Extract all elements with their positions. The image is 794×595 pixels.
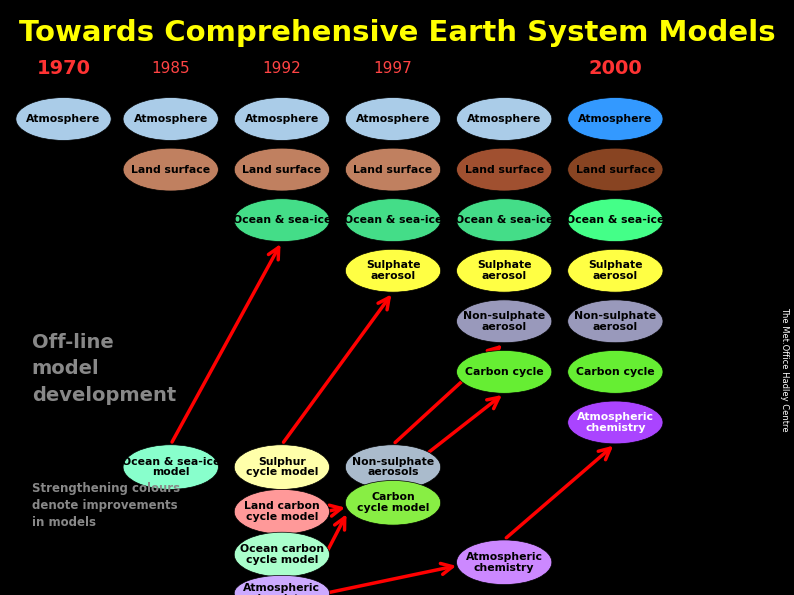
Ellipse shape — [345, 199, 441, 242]
Ellipse shape — [568, 199, 663, 242]
Text: Atmosphere: Atmosphere — [245, 114, 319, 124]
Text: Atmosphere: Atmosphere — [133, 114, 208, 124]
Text: Ocean & sea-ice: Ocean & sea-ice — [455, 215, 553, 225]
Ellipse shape — [568, 401, 663, 444]
Text: Land carbon
cycle model: Land carbon cycle model — [244, 502, 320, 522]
Ellipse shape — [234, 489, 330, 534]
Text: Non-sulphate
aerosol: Non-sulphate aerosol — [574, 311, 657, 331]
Text: Sulphate
aerosol: Sulphate aerosol — [588, 261, 642, 281]
Ellipse shape — [345, 148, 441, 191]
Ellipse shape — [234, 575, 330, 595]
Ellipse shape — [457, 199, 552, 242]
Ellipse shape — [457, 249, 552, 292]
Text: Carbon
cycle model: Carbon cycle model — [357, 493, 430, 513]
Text: Land surface: Land surface — [353, 165, 433, 174]
Text: Non-sulphate
aerosol: Non-sulphate aerosol — [463, 311, 545, 331]
Ellipse shape — [457, 300, 552, 343]
Text: Land surface: Land surface — [242, 165, 322, 174]
Ellipse shape — [457, 540, 552, 584]
Text: Land surface: Land surface — [464, 165, 544, 174]
Ellipse shape — [123, 98, 218, 140]
Text: Atmospheric
chemistry: Atmospheric chemistry — [466, 552, 542, 572]
Text: Atmosphere: Atmosphere — [356, 114, 430, 124]
Text: Ocean & sea-ice: Ocean & sea-ice — [344, 215, 442, 225]
Ellipse shape — [234, 199, 330, 242]
Text: Towards Comprehensive Earth System Models: Towards Comprehensive Earth System Model… — [19, 18, 775, 47]
Text: Atmosphere: Atmosphere — [467, 114, 542, 124]
Text: Land surface: Land surface — [131, 165, 210, 174]
Text: Ocean & sea-ice
model: Ocean & sea-ice model — [121, 457, 220, 477]
Ellipse shape — [123, 148, 218, 191]
Ellipse shape — [568, 249, 663, 292]
Text: Sulphate
aerosol: Sulphate aerosol — [366, 261, 420, 281]
Text: Ocean carbon
cycle model: Ocean carbon cycle model — [240, 544, 324, 565]
Ellipse shape — [568, 300, 663, 343]
Text: Carbon cycle: Carbon cycle — [576, 367, 655, 377]
Ellipse shape — [345, 481, 441, 525]
Ellipse shape — [345, 444, 441, 489]
Text: 1985: 1985 — [152, 61, 190, 76]
Ellipse shape — [568, 350, 663, 393]
Text: 1970: 1970 — [37, 59, 91, 78]
Ellipse shape — [457, 350, 552, 393]
Text: 1997: 1997 — [374, 61, 412, 76]
Text: Atmospheric
chemistry: Atmospheric chemistry — [244, 583, 320, 595]
Ellipse shape — [457, 148, 552, 191]
Ellipse shape — [234, 444, 330, 489]
Text: Land surface: Land surface — [576, 165, 655, 174]
Text: Atmosphere: Atmosphere — [26, 114, 101, 124]
Ellipse shape — [568, 148, 663, 191]
Text: Strengthening colours
denote improvements
in models: Strengthening colours denote improvement… — [32, 483, 180, 529]
Ellipse shape — [16, 98, 111, 140]
Text: Ocean & sea-ice: Ocean & sea-ice — [233, 215, 331, 225]
Ellipse shape — [234, 148, 330, 191]
Text: Carbon cycle: Carbon cycle — [464, 367, 544, 377]
Text: Ocean & sea-ice: Ocean & sea-ice — [566, 215, 665, 225]
Text: 2000: 2000 — [588, 59, 642, 78]
Ellipse shape — [457, 98, 552, 140]
Text: Sulphate
aerosol: Sulphate aerosol — [477, 261, 531, 281]
Ellipse shape — [123, 444, 218, 489]
Text: Atmospheric
chemistry: Atmospheric chemistry — [577, 412, 653, 433]
Text: The Met.Office Hadley Centre: The Met.Office Hadley Centre — [780, 306, 789, 431]
Ellipse shape — [568, 98, 663, 140]
Text: Sulphur
cycle model: Sulphur cycle model — [245, 457, 318, 477]
Text: Non-sulphate
aerosols: Non-sulphate aerosols — [352, 457, 434, 477]
Text: Off-line
model
development: Off-line model development — [32, 333, 176, 405]
Ellipse shape — [234, 98, 330, 140]
Ellipse shape — [234, 532, 330, 577]
Ellipse shape — [345, 98, 441, 140]
Text: 1992: 1992 — [263, 61, 301, 76]
Ellipse shape — [345, 249, 441, 292]
Text: Atmosphere: Atmosphere — [578, 114, 653, 124]
